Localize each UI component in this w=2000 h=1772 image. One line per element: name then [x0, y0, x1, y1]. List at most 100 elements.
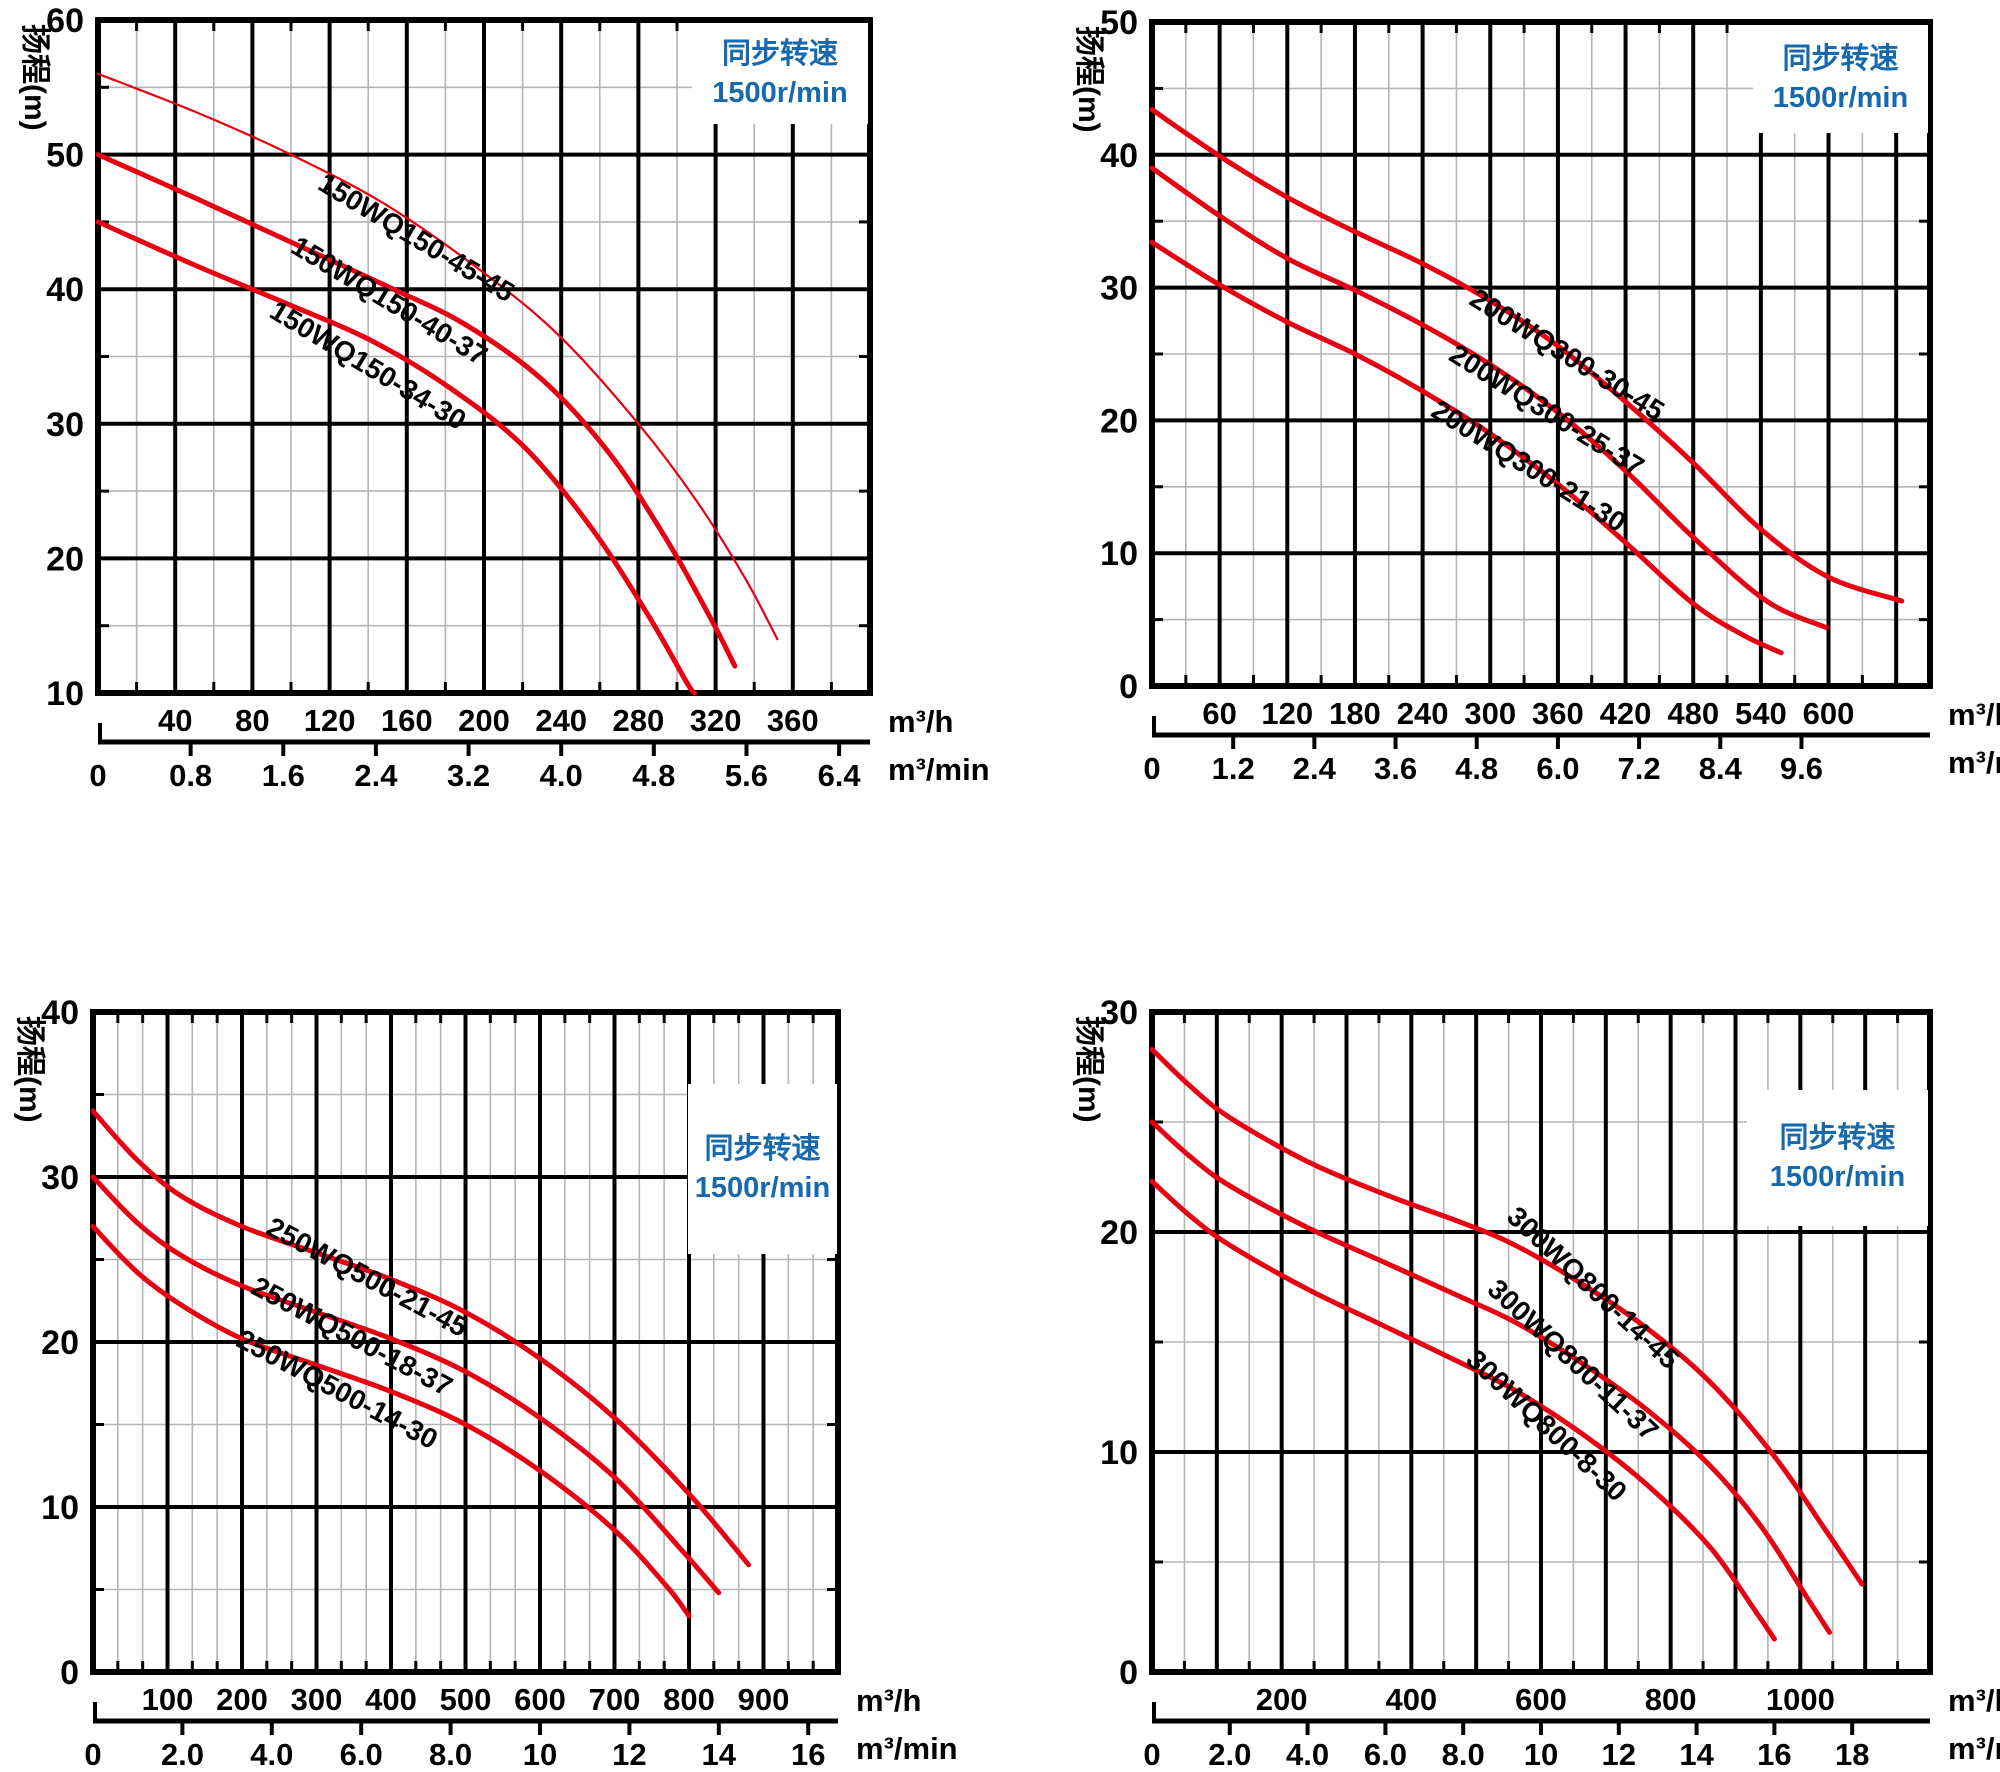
minute-tick-label: 0.8 — [169, 758, 212, 793]
y-axis-title: 扬程(m) — [1072, 26, 1105, 133]
curve-200WQ300-25-37 — [1149, 165, 1829, 631]
y-tick-label: 10 — [1100, 1434, 1138, 1472]
curve-250WQ500-18-37 — [90, 1174, 722, 1596]
y-tick-label: 50 — [1100, 4, 1138, 42]
x-tick-label: 180 — [1329, 696, 1381, 731]
x-axis-unit-hour: m³/h — [888, 704, 954, 739]
x-tick-label: 200 — [458, 703, 510, 738]
minute-tick-label: 18 — [1835, 1737, 1869, 1772]
y-tick-label: 10 — [1100, 535, 1138, 573]
minute-tick-label: 5.6 — [725, 758, 768, 793]
minute-tick-label: 16 — [791, 1737, 825, 1772]
x-tick-label: 1000 — [1766, 1682, 1835, 1717]
sync-speed-note: 同步转速 1500r/min — [1753, 25, 1928, 133]
minute-tick-label: 6.4 — [818, 758, 862, 793]
x-tick-label: 400 — [1385, 1682, 1437, 1717]
sync-speed-value: 1500r/min — [694, 1172, 831, 1204]
y-tick-label: 40 — [46, 271, 84, 309]
plot-frame — [90, 1009, 841, 1675]
x-axis-unit-minute: m³/min — [856, 1731, 958, 1766]
x-tick-label: 600 — [1803, 696, 1855, 731]
minute-tick-label: 1.2 — [1212, 751, 1255, 786]
minute-tick-label: 16 — [1757, 1737, 1791, 1772]
y-tick-label: 30 — [1100, 270, 1138, 308]
minute-tick-label: 3.6 — [1374, 751, 1417, 786]
plot-frame — [1149, 1009, 1933, 1675]
curve-200WQ300-21-30 — [1149, 239, 1784, 656]
x-tick-label: 280 — [613, 703, 665, 738]
y-tick-label: 20 — [46, 540, 84, 578]
sync-speed-text: 同步转速 — [1782, 43, 1899, 75]
sync-speed-text: 同步转速 — [704, 1133, 821, 1165]
x-tick-label: 80 — [235, 703, 269, 738]
x-axis-unit-minute: m³/min — [1948, 1731, 2000, 1766]
minute-tick-label: 8.0 — [1442, 1737, 1485, 1772]
x-tick-label: 800 — [663, 1682, 715, 1717]
x-tick-label: 800 — [1645, 1682, 1697, 1717]
sync-speed-note: 同步转速 1500r/min — [688, 1084, 837, 1254]
curve-label-300WQ800-14-45: 300WQ800-14-45 — [1501, 1201, 1685, 1375]
minute-tick-label: 2.0 — [1208, 1737, 1251, 1772]
sync-speed-text: 同步转速 — [1779, 1122, 1896, 1154]
y-tick-label: 20 — [1100, 402, 1138, 440]
minute-tick-label: 6.0 — [1364, 1737, 1407, 1772]
y-tick-label: 0 — [1119, 1654, 1138, 1692]
curve-300WQ800-14-45 — [1149, 1046, 1865, 1587]
y-tick-label: 10 — [46, 675, 84, 713]
curve-150WQ150-45-45 — [96, 72, 779, 641]
x-tick-label: 480 — [1667, 696, 1719, 731]
x-axis-unit-minute: m³/min — [1948, 745, 2000, 780]
x-axis-unit-hour: m³/h — [1948, 1683, 2000, 1718]
y-tick-label: 30 — [41, 1159, 79, 1197]
y-axis-title: 扬程(m) — [13, 1016, 46, 1123]
curve-300WQ800-11-37 — [1149, 1119, 1832, 1635]
x-tick-label: 540 — [1735, 696, 1787, 731]
x-tick-label: 120 — [1261, 696, 1313, 731]
x-tick-label: 600 — [1515, 1682, 1567, 1717]
minute-tick-label: 6.0 — [340, 1737, 383, 1772]
minute-tick-label: 2.4 — [354, 758, 398, 793]
sync-speed-text: 同步转速 — [721, 37, 838, 70]
x-axis-unit-hour: m³/h — [856, 1683, 922, 1718]
minute-tick-label: 8.4 — [1699, 751, 1743, 786]
minute-tick-label: 10 — [1524, 1737, 1558, 1772]
x-tick-label: 240 — [535, 703, 587, 738]
minute-tick-label: 12 — [1602, 1737, 1636, 1772]
minute-tick-label: 4.0 — [250, 1737, 293, 1772]
minute-tick-label: 1.6 — [262, 758, 305, 793]
y-tick-label: 60 — [46, 2, 84, 40]
x-tick-label: 700 — [589, 1682, 641, 1717]
y-tick-label: 30 — [1100, 994, 1138, 1032]
x-tick-label: 100 — [142, 1682, 194, 1717]
x-tick-label: 320 — [690, 703, 742, 738]
plot-frame — [95, 17, 873, 696]
y-tick-label: 20 — [41, 1324, 79, 1362]
x-tick-label: 240 — [1397, 696, 1449, 731]
sync-speed-note: 同步转速 1500r/min — [692, 23, 868, 124]
x-tick-label: 900 — [738, 1682, 790, 1717]
curve-200WQ300-30-45 — [1149, 107, 1905, 604]
sync-speed-note: 同步转速 1500r/min — [1747, 1090, 1928, 1226]
x-tick-label: 500 — [440, 1682, 492, 1717]
x-tick-label: 600 — [514, 1682, 566, 1717]
x-tick-label: 40 — [158, 703, 192, 738]
curve-250WQ500-21-45 — [90, 1108, 752, 1568]
minute-tick-label: 9.6 — [1780, 751, 1823, 786]
y-tick-label: 40 — [41, 994, 79, 1032]
y-tick-label: 0 — [60, 1654, 79, 1692]
x-tick-label: 300 — [291, 1682, 343, 1717]
curve-250WQ500-14-30 — [90, 1224, 692, 1619]
sync-speed-value: 1500r/min — [712, 76, 848, 109]
x-tick-label: 160 — [381, 703, 433, 738]
y-axis-title: 扬程(m) — [18, 24, 51, 131]
x-tick-label: 360 — [1532, 696, 1584, 731]
x-axis-unit-hour: m³/h — [1948, 697, 2000, 732]
x-tick-label: 120 — [304, 703, 356, 738]
minute-tick-label: 8.0 — [429, 1737, 472, 1772]
y-tick-label: 30 — [46, 406, 84, 444]
minute-tick-label: 3.2 — [447, 758, 490, 793]
minute-tick-label: 4.8 — [1455, 751, 1498, 786]
y-tick-label: 50 — [46, 137, 84, 175]
